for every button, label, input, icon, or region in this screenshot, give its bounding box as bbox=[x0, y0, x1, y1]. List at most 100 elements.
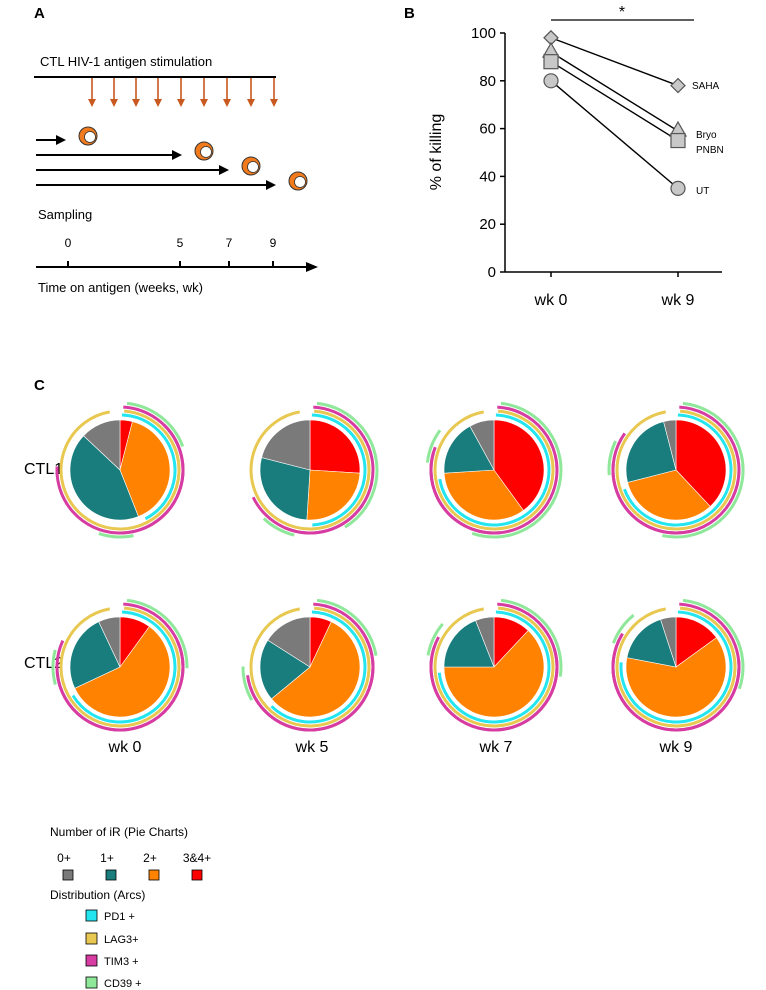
distribution-arc bbox=[429, 451, 501, 535]
pie-ctl1-3 bbox=[607, 401, 745, 539]
pie-ctl2-0 bbox=[51, 598, 189, 732]
panel-letter-b: B bbox=[404, 5, 415, 22]
legend-arc-label-lag3: LAG3+ bbox=[104, 934, 139, 946]
pie-slice-2plus bbox=[443, 469, 524, 521]
marker-saha bbox=[670, 77, 686, 94]
distribution-arc bbox=[71, 610, 177, 724]
y-tick-label: 60 bbox=[479, 121, 496, 138]
distribution-arc bbox=[425, 429, 442, 463]
distribution-arc bbox=[623, 413, 733, 527]
pie-ctl2-3 bbox=[611, 598, 745, 732]
distribution-arc bbox=[433, 606, 555, 728]
distribution-arc bbox=[471, 401, 563, 539]
legend-arc-title: Distribution (Arcs) bbox=[50, 888, 145, 902]
x-tick-label: wk 9 bbox=[661, 292, 695, 309]
sampling-track-arrowhead bbox=[219, 165, 229, 175]
legend-arc-swatch-lag3 bbox=[85, 932, 98, 945]
distribution-arc bbox=[661, 401, 745, 539]
row-label-ctl1: CTL1 bbox=[24, 461, 63, 478]
distribution-arc bbox=[126, 401, 185, 447]
distribution-arc bbox=[121, 413, 177, 521]
legend-arc-label-tim3: TIM3 + bbox=[104, 956, 139, 968]
sampling-label: Sampling bbox=[38, 207, 92, 222]
pie-slice-2plus bbox=[74, 626, 171, 718]
legend-arc-label-cd39: CD39 + bbox=[104, 978, 142, 990]
time-axis-label: Time on antigen (weeks, wk) bbox=[38, 280, 203, 295]
legend-pie-swatch-2 bbox=[148, 869, 160, 881]
stimulation-arrowhead bbox=[132, 99, 140, 107]
pie-slice-2plus bbox=[443, 630, 545, 718]
ctl-cell-nucleus bbox=[294, 176, 306, 188]
series-label-saha: SAHA bbox=[692, 81, 720, 92]
sampling-track-arrowhead bbox=[172, 150, 182, 160]
pie-slice-2plus bbox=[627, 469, 711, 521]
pie-slice-3and4plus bbox=[675, 419, 727, 507]
pie-slice-2plus bbox=[625, 637, 727, 718]
pie-slice-3and4plus bbox=[493, 419, 545, 511]
column-label-wk5: wk 5 bbox=[295, 739, 329, 756]
sampling-track-arrowhead bbox=[266, 180, 276, 190]
y-tick-label: 100 bbox=[471, 25, 496, 42]
significance-star: * bbox=[619, 4, 625, 21]
stimulation-arrowhead bbox=[223, 99, 231, 107]
stimulation-arrowhead bbox=[110, 99, 118, 107]
pie-charts bbox=[51, 401, 745, 732]
pie-ctl1-0 bbox=[55, 401, 185, 539]
pie-slice-2plus bbox=[306, 469, 361, 521]
distribution-arc bbox=[426, 622, 444, 656]
chart-series-labels: SAHA Bryo PNBN UT bbox=[692, 81, 724, 197]
distribution-arc bbox=[121, 423, 185, 535]
timeline-tick-7: 7 bbox=[226, 236, 233, 250]
series-line-saha bbox=[550, 37, 679, 87]
distribution-arc bbox=[437, 610, 551, 724]
distribution-arc bbox=[500, 598, 563, 677]
pie-slice-1plus bbox=[69, 621, 121, 689]
pie-slice-0plus bbox=[98, 616, 121, 668]
panel-b-killing-chart: % of killing 0 20 40 60 80 100 wk 0 wk 9 SAHA Br… bbox=[428, 4, 724, 309]
sampling-tracks bbox=[36, 126, 308, 191]
marker-pnbn bbox=[543, 54, 559, 70]
distribution-arc bbox=[249, 630, 375, 732]
pie-slice-1plus bbox=[259, 639, 311, 700]
distribution-arc bbox=[316, 401, 379, 529]
legend-arc-swatch-tim3 bbox=[85, 954, 98, 967]
legend-pie-label-1: 1+ bbox=[100, 851, 114, 865]
series-label-pnbn: PNBN bbox=[696, 145, 724, 156]
series-label-bryo: Bryo bbox=[696, 130, 717, 141]
ctl-cell-nucleus bbox=[84, 131, 96, 143]
distribution-arc bbox=[311, 413, 367, 527]
distribution-arc bbox=[249, 409, 371, 531]
pie-slice-0plus bbox=[267, 616, 311, 668]
pie-slice-0plus bbox=[663, 419, 677, 471]
distribution-arc bbox=[98, 532, 134, 539]
stimulation-arrowhead bbox=[270, 99, 278, 107]
distribution-arc bbox=[615, 409, 737, 531]
pie-slice-0plus bbox=[261, 419, 311, 471]
stimulation-arrowhead bbox=[247, 99, 255, 107]
series-line-ut bbox=[550, 80, 679, 189]
legend-pie-swatch-0 bbox=[62, 869, 74, 881]
pie-slice-2plus bbox=[271, 621, 361, 718]
legend-pie-title: Number of iR (Pie Charts) bbox=[50, 825, 188, 839]
pie-slice-2plus bbox=[119, 421, 171, 517]
stimulation-arrowhead bbox=[200, 99, 208, 107]
pie-slice-0plus bbox=[475, 616, 495, 668]
panel-c-pie-grid: CTL1 CTL2 wk 0 wk 5 wk 7 wk 9 bbox=[24, 401, 745, 756]
stimulation-arrows bbox=[88, 78, 278, 107]
legend-pie-swatch-3 bbox=[191, 869, 203, 881]
pie-slice-1plus bbox=[259, 457, 311, 521]
distribution-arc bbox=[249, 606, 371, 728]
stimulation-arrowhead bbox=[154, 99, 162, 107]
pie-slice-1plus bbox=[626, 619, 677, 668]
legend-arc-swatch-cd39 bbox=[85, 976, 98, 989]
y-tick-label: 80 bbox=[479, 73, 496, 90]
distribution-arc bbox=[316, 598, 378, 656]
time-axis-arrowhead bbox=[306, 262, 318, 272]
y-tick-label: 0 bbox=[488, 264, 496, 281]
stimulation-arrowhead bbox=[177, 99, 185, 107]
legend-pie-label-2: 2+ bbox=[143, 851, 157, 865]
chart-axes: 0 20 40 60 80 100 wk 0 wk 9 bbox=[471, 25, 722, 309]
marker-ut bbox=[670, 180, 686, 196]
distribution-arc bbox=[429, 644, 559, 732]
series-line-bryo bbox=[550, 51, 679, 132]
